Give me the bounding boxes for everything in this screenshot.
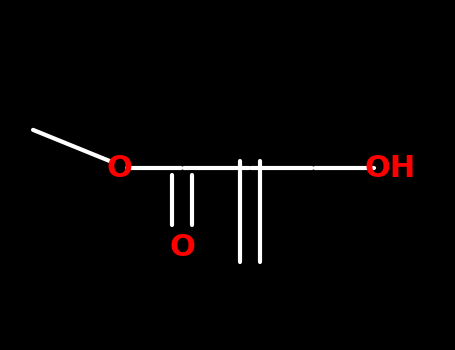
Text: O: O (106, 154, 132, 183)
Text: O: O (169, 233, 195, 262)
Text: OH: OH (364, 154, 416, 183)
